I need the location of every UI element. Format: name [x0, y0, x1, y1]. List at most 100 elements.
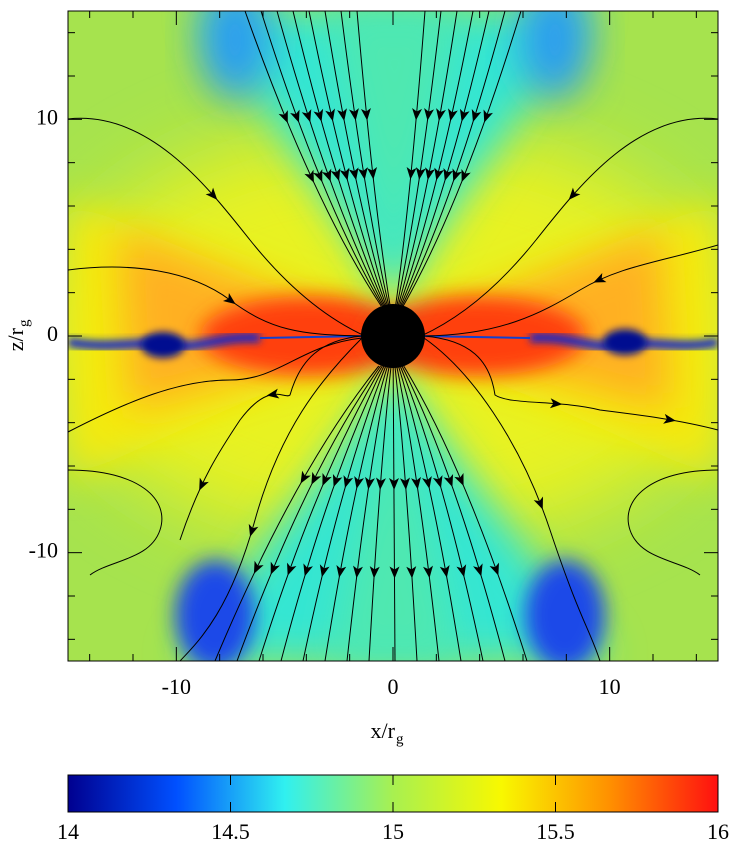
streamline — [401, 365, 506, 661]
arrowhead — [301, 109, 312, 123]
arrowhead — [354, 476, 364, 489]
arrowhead — [337, 108, 347, 121]
arrowhead — [253, 560, 264, 574]
y-axis-label: z/r — [3, 327, 28, 351]
arrowhead — [290, 109, 300, 123]
arrowhead — [349, 108, 359, 121]
arrowhead — [412, 108, 423, 121]
arrowhead — [389, 566, 400, 579]
arrowhead — [411, 476, 421, 490]
arrowhead — [304, 169, 314, 183]
streamline — [423, 244, 718, 337]
arrowhead — [448, 108, 458, 122]
arrowhead — [199, 477, 209, 491]
arrowhead — [319, 564, 330, 578]
y-axis-label-sub: g — [16, 319, 32, 327]
arrowhead — [389, 477, 400, 490]
arrowhead — [461, 168, 471, 182]
streamline — [236, 365, 381, 661]
streamline — [420, 117, 718, 337]
x-tick-label: 10 — [599, 674, 621, 699]
streamline — [280, 365, 385, 661]
arrowhead — [311, 471, 322, 485]
streamline — [68, 469, 718, 576]
streamline — [397, 365, 462, 661]
arrowhead — [353, 565, 363, 579]
arrowhead — [439, 564, 450, 578]
arrowhead — [549, 398, 563, 409]
field-image — [68, 11, 718, 661]
arrowhead — [322, 472, 332, 486]
x-axis-label-sub: g — [396, 731, 404, 747]
arrowhead — [568, 187, 581, 200]
arrowhead — [423, 565, 433, 579]
arrowhead — [270, 561, 280, 575]
arrowhead — [287, 562, 297, 576]
arrowhead — [471, 109, 482, 123]
streamline — [403, 365, 528, 661]
arrowhead — [348, 167, 359, 181]
arrowhead — [422, 476, 432, 489]
arrowhead — [365, 476, 375, 490]
arrowhead — [369, 566, 380, 579]
x-axis-label: x/r — [371, 718, 396, 743]
arrowhead — [406, 167, 417, 180]
arrowhead — [205, 187, 218, 200]
arrowhead — [415, 167, 426, 180]
y-tick-label: -10 — [29, 538, 58, 563]
arrowhead — [400, 477, 411, 490]
streamline — [214, 365, 380, 661]
streamline — [423, 337, 601, 661]
arrowhead — [456, 564, 467, 578]
x-tick-label: 0 — [388, 674, 399, 699]
arrowhead — [663, 413, 676, 424]
arrowhead — [443, 474, 454, 488]
colorbar-tick-label: 15 — [382, 819, 404, 844]
arrowhead — [313, 108, 324, 122]
streamlines — [68, 11, 718, 661]
streamline — [179, 337, 363, 661]
y-tick-label: 10 — [36, 104, 58, 129]
streamline — [68, 117, 366, 337]
arrowhead — [406, 566, 417, 579]
y-tick-label: 0 — [47, 321, 58, 346]
arrowhead — [432, 475, 443, 489]
arrowhead — [425, 167, 435, 181]
arrowhead — [375, 477, 386, 490]
arrowhead — [434, 167, 445, 181]
arrowhead — [367, 167, 378, 180]
colorbar-tick-label: 14 — [57, 819, 79, 844]
arrowhead — [483, 109, 493, 123]
streamline — [258, 365, 383, 661]
arrowhead — [278, 110, 288, 124]
streamline — [68, 337, 363, 433]
arrowhead — [436, 108, 446, 121]
arrowhead — [325, 108, 335, 122]
arrowhead — [452, 168, 462, 182]
streamline — [302, 365, 387, 661]
arrowhead — [489, 562, 499, 576]
arrowhead — [321, 168, 332, 182]
streamline — [396, 365, 440, 661]
arrowhead — [222, 292, 236, 305]
arrowhead — [332, 474, 343, 488]
arrowhead — [360, 108, 371, 121]
arrowhead — [266, 388, 280, 399]
arrowhead — [336, 564, 347, 578]
black-hole — [361, 304, 425, 368]
arrowhead — [357, 167, 368, 180]
streamline — [346, 365, 390, 661]
streamline — [368, 365, 392, 661]
colorbar-tick-label: 16 — [707, 819, 729, 844]
arrowhead — [533, 496, 544, 510]
arrowhead — [473, 563, 483, 577]
y-axis-label-group: z/r g — [3, 319, 32, 351]
arrowhead — [330, 168, 341, 182]
arrowhead — [303, 563, 313, 577]
streamline — [394, 365, 418, 661]
arrowhead — [424, 108, 435, 121]
arrowhead — [248, 523, 259, 537]
arrowhead — [300, 470, 311, 484]
arrowhead — [343, 475, 354, 489]
streamline — [423, 335, 718, 431]
